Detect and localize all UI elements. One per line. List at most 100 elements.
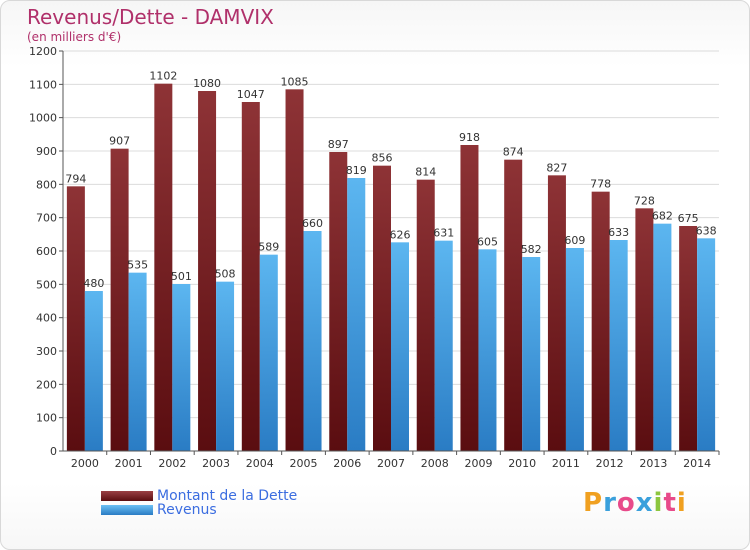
- bar-revenus: [522, 257, 541, 451]
- y-tick-label: 100: [36, 412, 57, 425]
- data-label-revenus: 582: [521, 243, 542, 256]
- legend-label-dette: Montant de la Dette: [157, 488, 298, 504]
- data-label-revenus: 535: [127, 259, 148, 272]
- legend-swatch-revenus: [101, 505, 153, 515]
- bar-revenus: [697, 238, 716, 451]
- x-tick-label: 2008: [421, 457, 449, 470]
- bar-revenus: [303, 231, 322, 451]
- bar-dette: [66, 186, 85, 452]
- y-tick-label: 300: [36, 345, 57, 358]
- bar-revenus: [565, 248, 584, 451]
- x-tick-label: 2011: [552, 457, 580, 470]
- x-tick-label: 2006: [333, 457, 361, 470]
- data-label-dette: 814: [415, 166, 436, 179]
- data-label-dette: 907: [109, 135, 130, 148]
- bar-revenus: [391, 242, 409, 451]
- logo-letter: i: [676, 488, 687, 518]
- bar-dette: [591, 191, 610, 451]
- data-label-dette: 918: [459, 131, 480, 144]
- logo-letter: o: [616, 488, 636, 518]
- x-tick-label: 2014: [683, 457, 711, 470]
- y-tick-label: 500: [36, 278, 57, 291]
- data-label-dette: 874: [503, 146, 524, 159]
- chart-title: Revenus/Dette - DAMVIX: [27, 5, 274, 29]
- bar-dette: [416, 179, 435, 451]
- data-label-revenus: 819: [346, 164, 367, 177]
- chart-subtitle: (en milliers d'€): [27, 30, 122, 44]
- data-label-revenus: 638: [696, 224, 717, 237]
- data-label-revenus: 589: [258, 241, 279, 254]
- bar-dette: [373, 165, 391, 451]
- data-label-revenus: 633: [608, 226, 629, 239]
- y-tick-label: 0: [50, 445, 57, 458]
- bar-dette: [285, 89, 304, 451]
- legend-item-dette: Montant de la Dette: [101, 488, 297, 504]
- y-tick-label: 400: [36, 312, 57, 325]
- bar-dette: [329, 152, 348, 451]
- x-tick-label: 2012: [596, 457, 624, 470]
- bar-dette: [547, 175, 566, 452]
- bar-dette: [154, 83, 173, 452]
- data-label-revenus: 508: [215, 268, 236, 281]
- bar-revenus: [172, 284, 191, 451]
- data-label-dette: 778: [590, 178, 611, 191]
- y-tick-label: 900: [36, 145, 57, 158]
- data-label-revenus: 605: [477, 235, 498, 248]
- data-label-revenus: 609: [564, 234, 585, 247]
- bar-revenus: [434, 240, 453, 451]
- bar-dette: [679, 226, 698, 451]
- bar-dette: [635, 208, 654, 451]
- data-label-dette: 1080: [193, 77, 221, 90]
- logo-letter: t: [663, 488, 677, 518]
- y-tick-label: 600: [36, 245, 57, 258]
- y-tick-label: 1100: [29, 78, 57, 91]
- data-label-dette: 827: [546, 161, 567, 174]
- bar-dette: [460, 145, 479, 451]
- bar-dette: [241, 102, 260, 451]
- logo-letter: x: [635, 488, 654, 518]
- legend-label-revenus: Revenus: [157, 502, 217, 518]
- bar-revenus: [216, 281, 235, 451]
- data-label-dette: 1047: [237, 88, 265, 101]
- bar-revenus: [259, 254, 278, 451]
- x-tick-label: 2003: [202, 457, 230, 470]
- x-tick-label: 2009: [464, 457, 492, 470]
- data-label-revenus: 501: [171, 270, 192, 283]
- data-label-dette: 897: [328, 138, 349, 151]
- bar-dette: [198, 91, 217, 451]
- legend-item-revenus: Revenus: [101, 502, 217, 518]
- bar-revenus: [128, 272, 147, 451]
- y-tick-label: 1200: [29, 45, 57, 58]
- x-tick-label: 2002: [158, 457, 186, 470]
- bar-revenus: [478, 249, 497, 451]
- bar-revenus: [347, 178, 366, 451]
- y-tick-label: 1000: [29, 112, 57, 125]
- data-label-dette: 856: [372, 152, 393, 165]
- logo-letter: P: [583, 488, 604, 518]
- legend-swatch-dette: [101, 491, 153, 501]
- logo-letter: i: [653, 488, 664, 518]
- data-label-revenus: 682: [652, 210, 673, 223]
- data-label-dette: 1085: [281, 75, 309, 88]
- x-tick-label: 2000: [71, 457, 99, 470]
- bar-dette: [110, 148, 129, 451]
- y-tick-label: 700: [36, 212, 57, 225]
- proxiti-logo: Proxiti: [583, 488, 687, 518]
- bar-dette: [504, 159, 523, 451]
- x-tick-label: 2005: [290, 457, 318, 470]
- data-label-revenus: 480: [83, 277, 104, 290]
- bar-revenus: [653, 223, 672, 451]
- x-tick-label: 2013: [639, 457, 667, 470]
- x-tick-label: 2004: [246, 457, 274, 470]
- data-label-dette: 675: [678, 212, 699, 225]
- x-tick-label: 2001: [115, 457, 143, 470]
- data-label-revenus: 626: [390, 228, 411, 241]
- bar-revenus: [609, 240, 628, 451]
- data-label-dette: 794: [65, 172, 86, 185]
- bar-revenus: [84, 291, 103, 451]
- data-label-dette: 728: [634, 194, 655, 207]
- x-tick-label: 2007: [377, 457, 405, 470]
- data-label-revenus: 660: [302, 217, 323, 230]
